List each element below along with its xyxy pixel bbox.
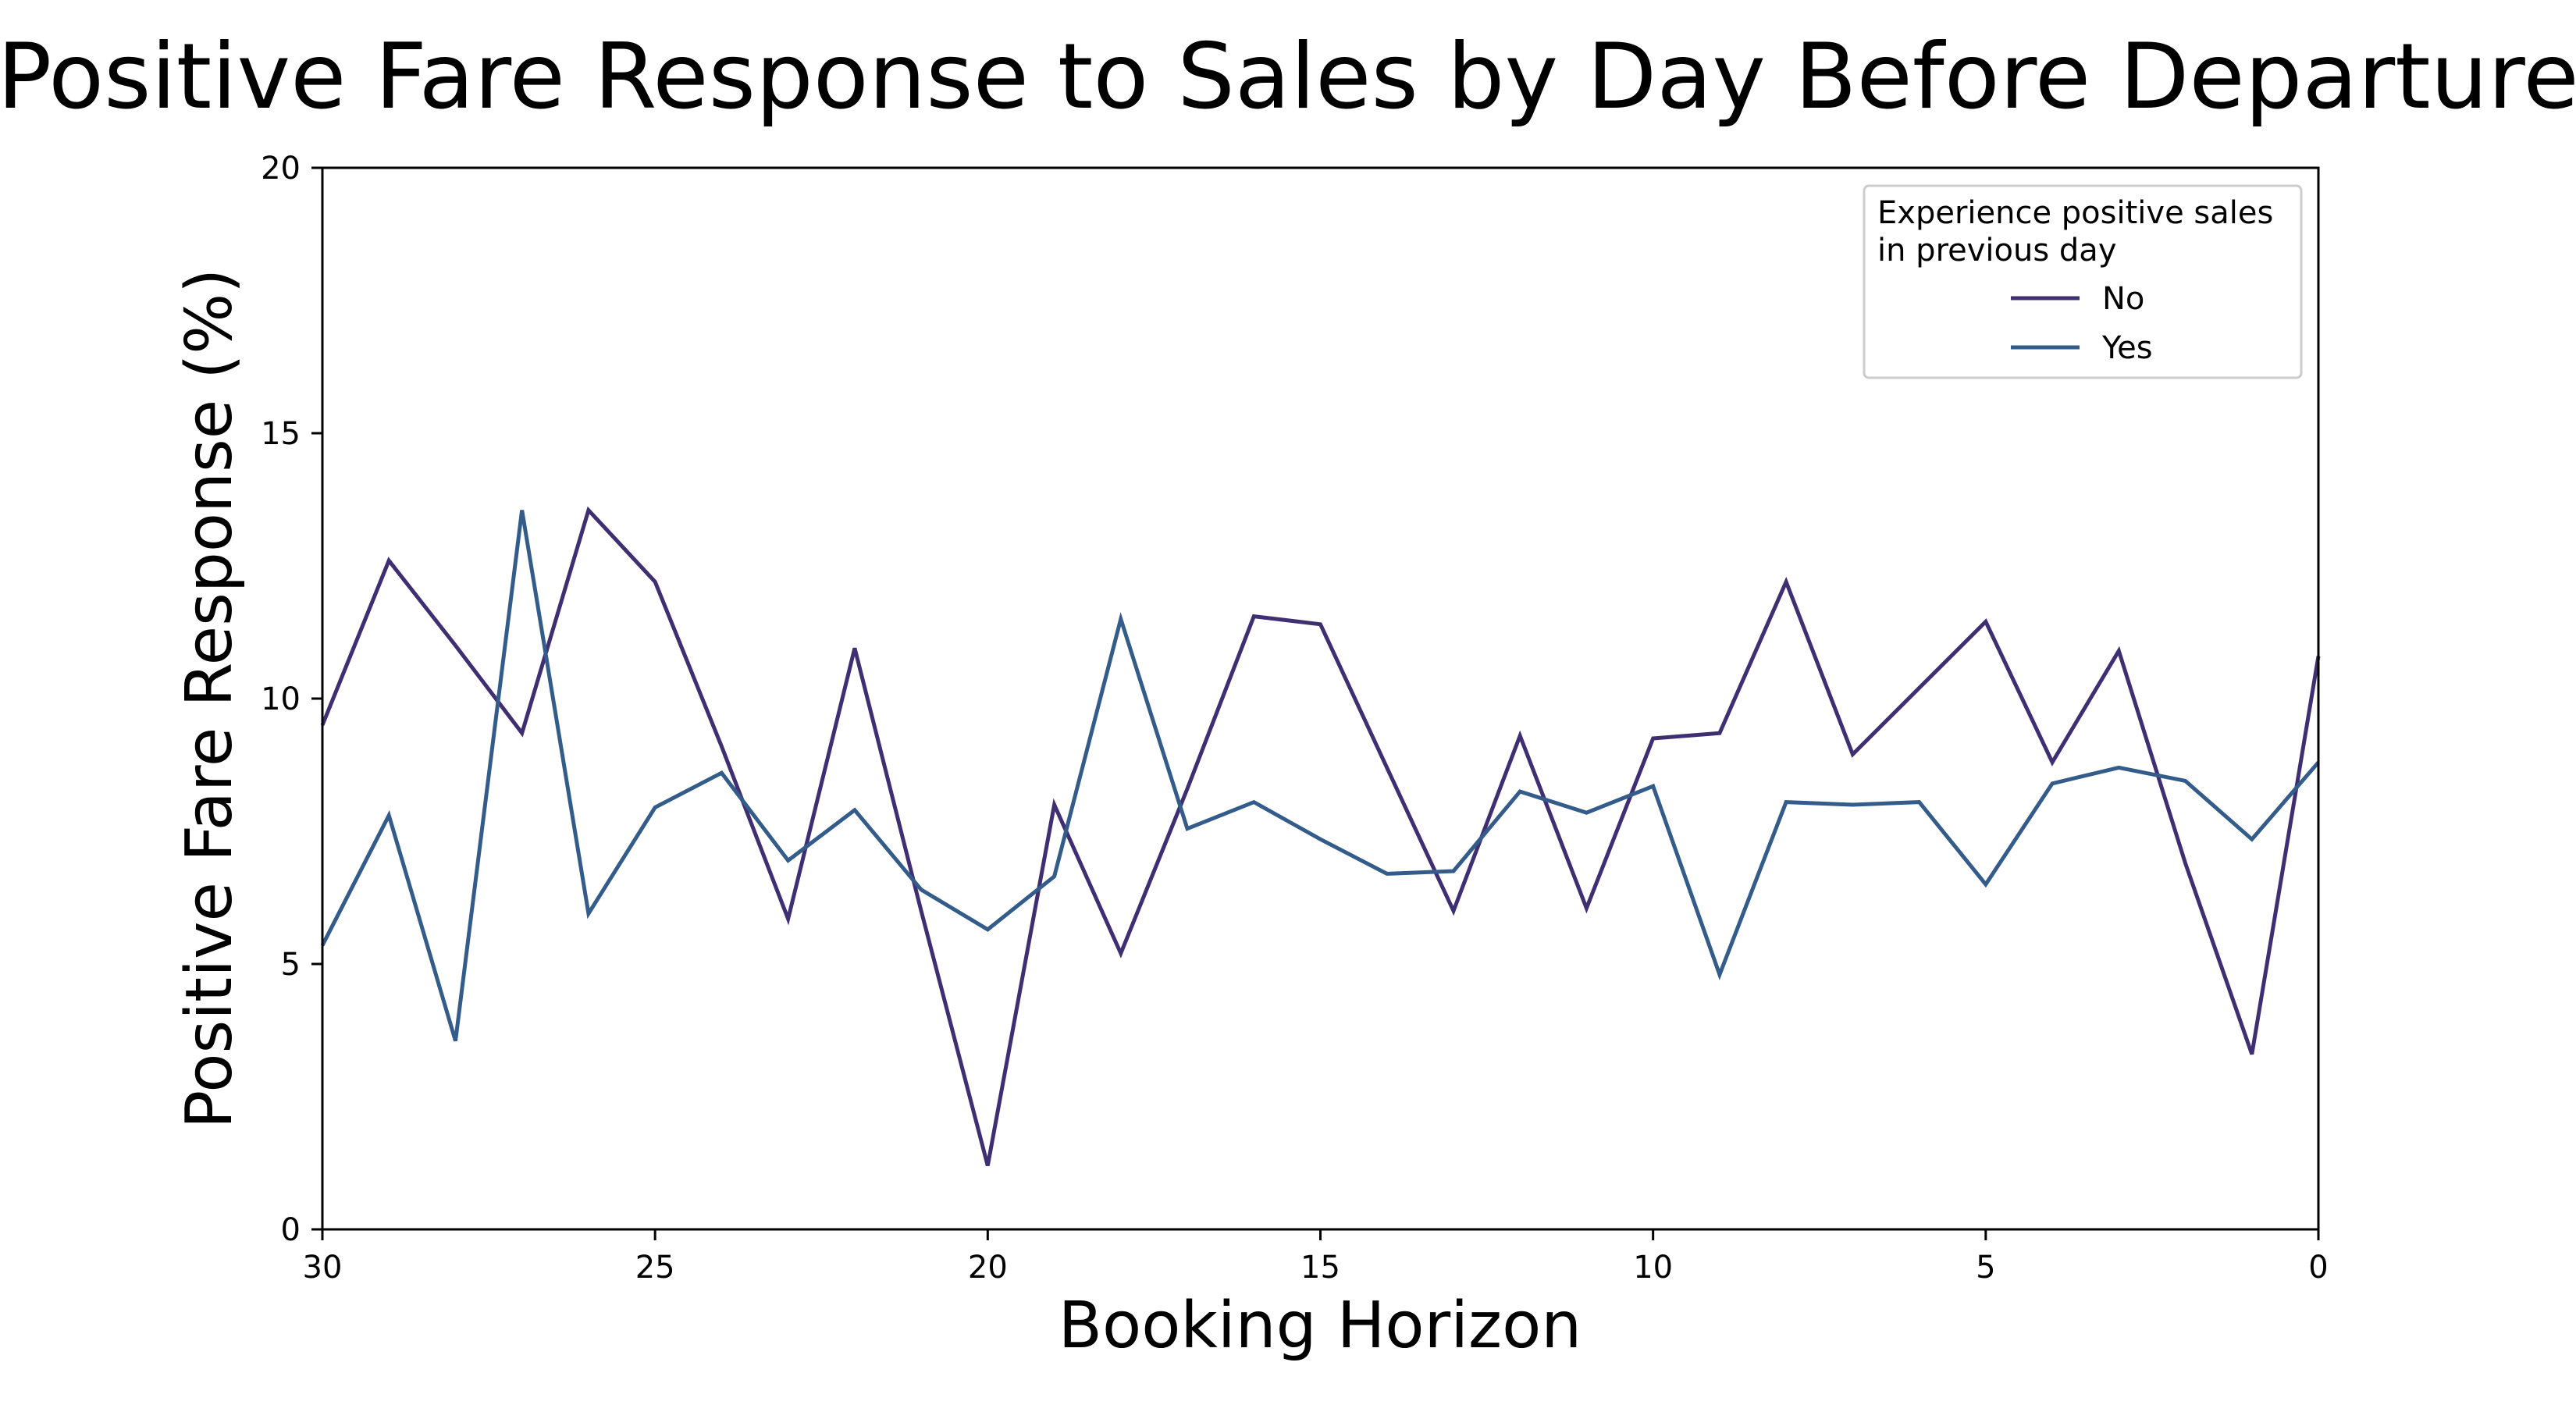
- series-line-no: [320, 506, 2321, 1167]
- series-line-yes: [320, 510, 2320, 1042]
- chart-title: Positive Fare Response to Sales by Day B…: [0, 24, 2576, 130]
- y-tick-label: 5: [281, 947, 301, 983]
- y-tick-label: 20: [261, 151, 301, 187]
- x-tick-label: 0: [2308, 1250, 2328, 1286]
- legend-title-line-2: in previous day: [1877, 233, 2116, 269]
- legend-box: [1863, 184, 2303, 379]
- legend: Experience positive sales in previous da…: [1863, 184, 2303, 379]
- legend-title-line-1: Experience positive sales: [1877, 195, 2273, 231]
- legend-label-no: No: [2102, 281, 2144, 317]
- y-axis-label: Positive Fare Response (%): [173, 269, 247, 1129]
- x-tick-label: 10: [1633, 1250, 1673, 1286]
- y-tick-label: 0: [281, 1212, 301, 1248]
- x-axis-label: Booking Horizon: [1059, 1289, 1582, 1363]
- x-tick-label: 5: [1976, 1250, 1995, 1286]
- x-tick-label: 30: [303, 1250, 343, 1286]
- x-axis: 30 25 20 15 10 5 0: [303, 1229, 2329, 1286]
- y-tick-label: 15: [261, 416, 301, 452]
- x-tick-label: 25: [635, 1250, 675, 1286]
- y-axis: 0 5 10 15 20: [261, 151, 322, 1248]
- x-tick-label: 15: [1300, 1250, 1340, 1286]
- series-layer: [320, 506, 2321, 1167]
- legend-label-yes: Yes: [2101, 330, 2153, 366]
- y-tick-label: 10: [261, 681, 301, 717]
- x-tick-label: 20: [968, 1250, 1008, 1286]
